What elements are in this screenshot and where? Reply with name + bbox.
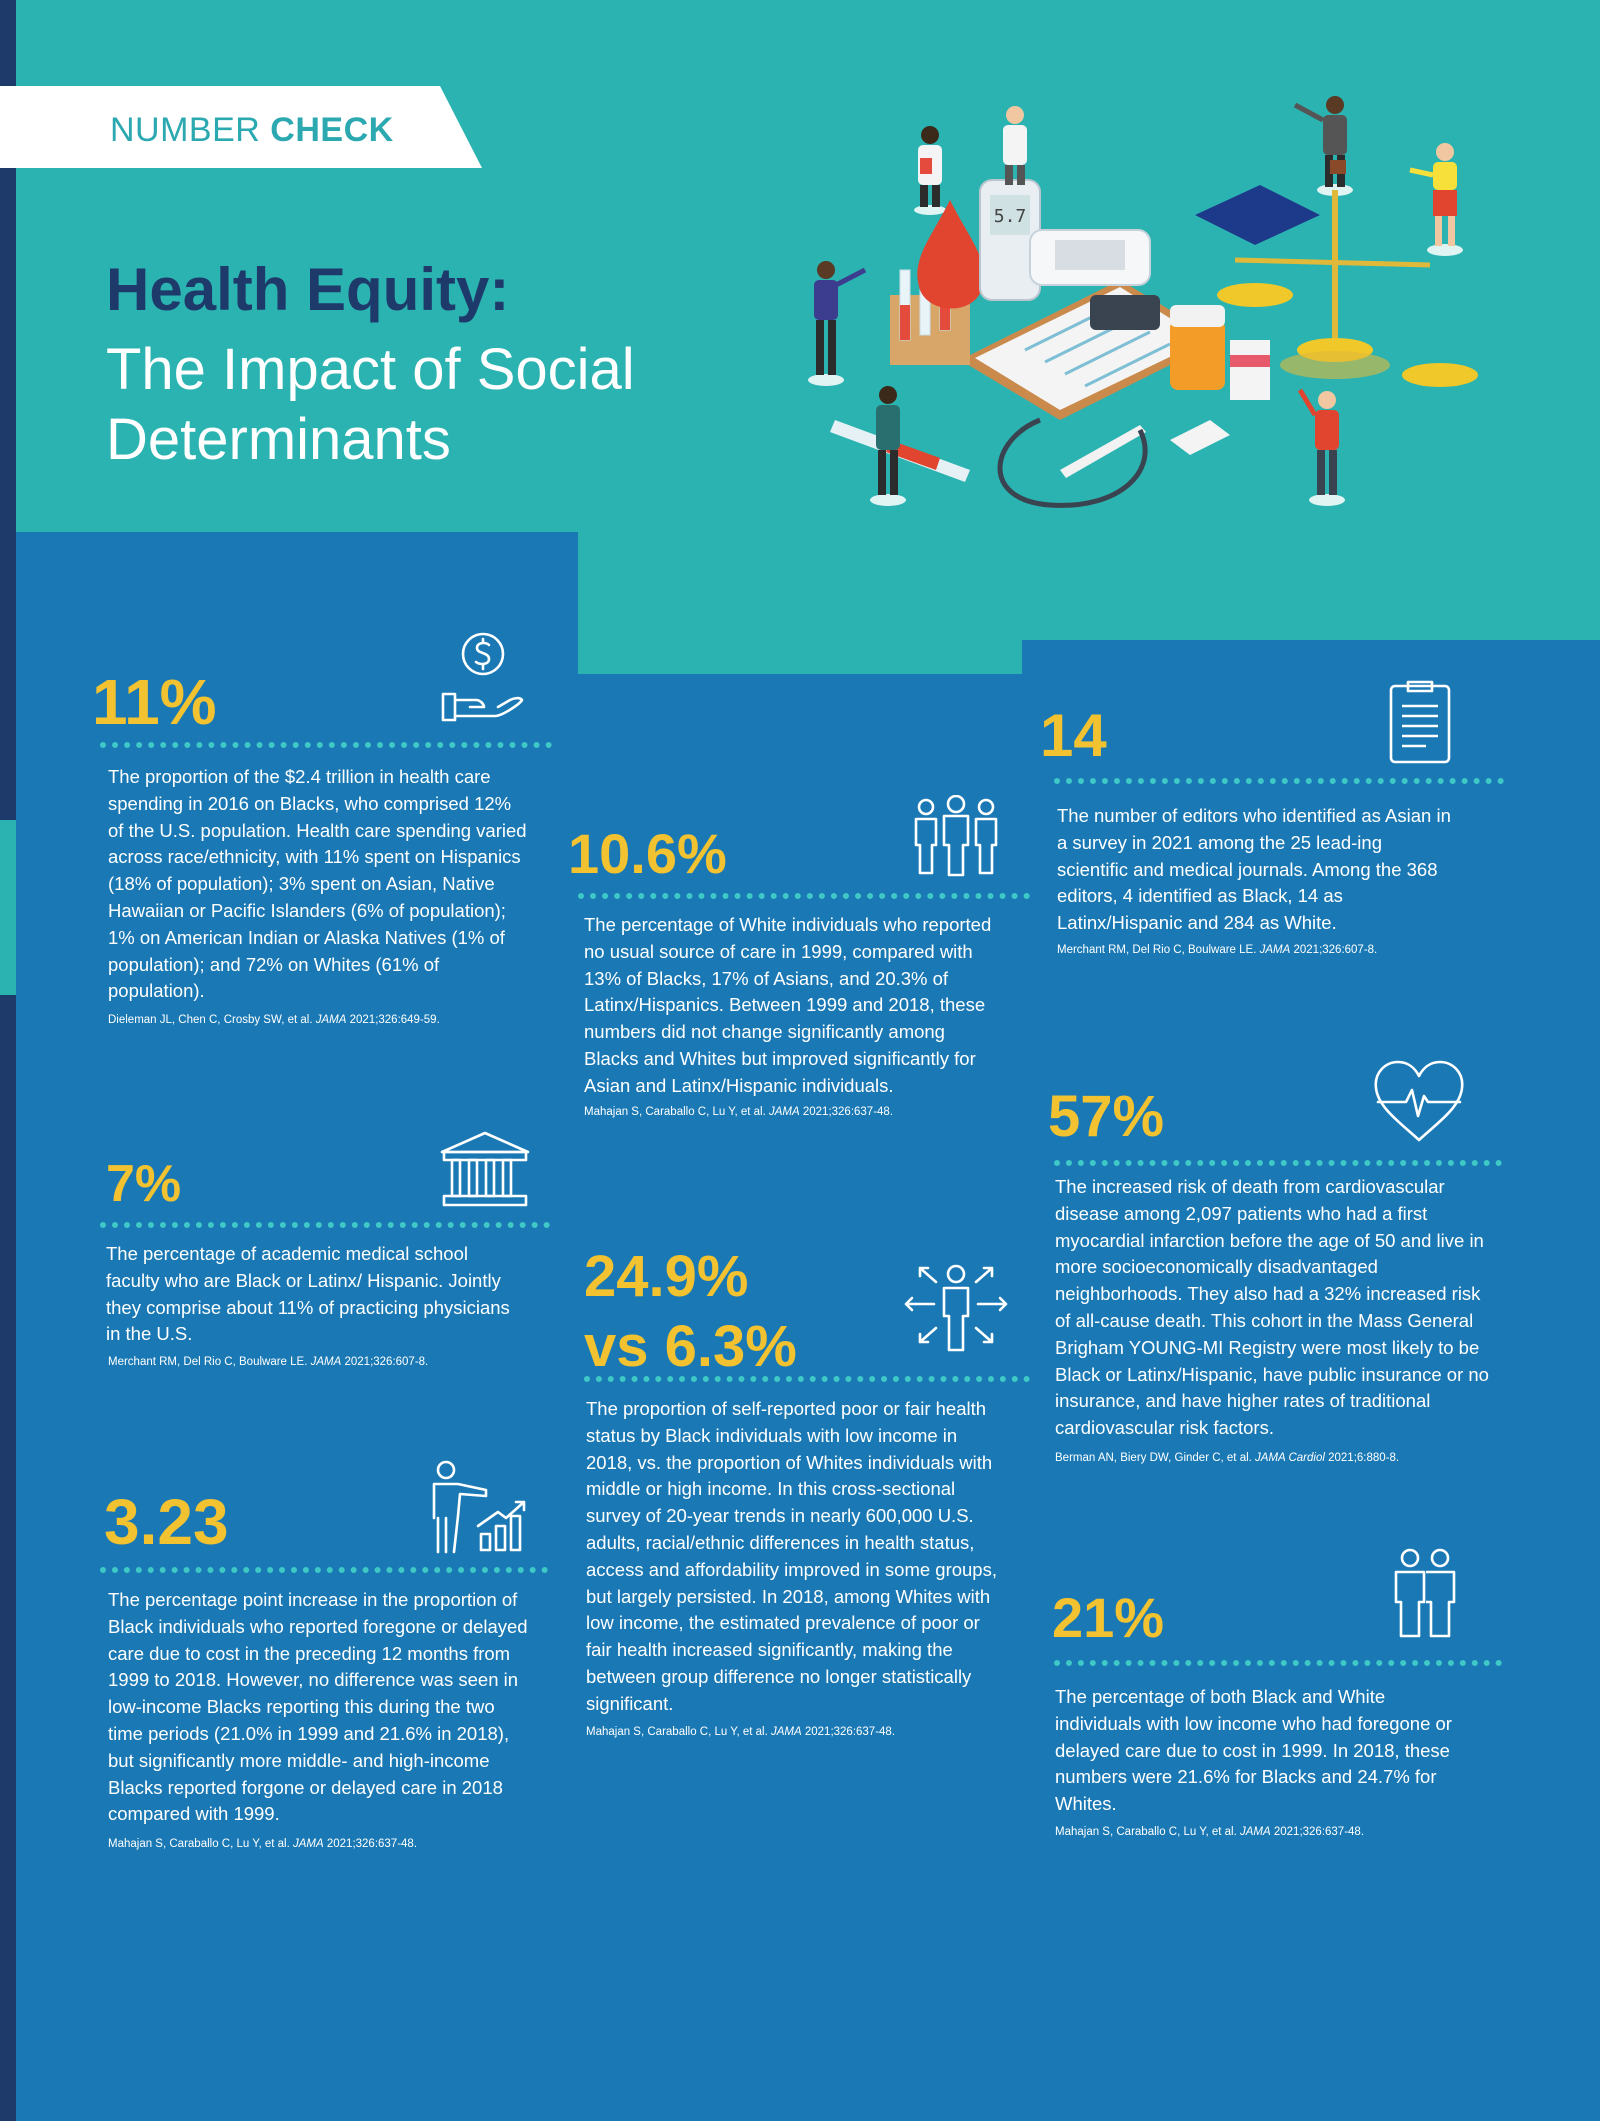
stat-description: The proportion of the $2.4 trillion in h… (108, 766, 527, 1002)
stat-citation: Mahajan S, Caraballo C, Lu Y, et al. JAM… (1055, 1826, 1365, 1838)
stat-value-line1: 24.9% (584, 1244, 749, 1309)
stat-citation: Merchant RM, Del Rio C, Boulware LE. JAM… (108, 1356, 429, 1368)
stat-citation: Merchant RM, Del Rio C, Boulware LE. JAM… (1057, 944, 1378, 956)
left-accent-bar (0, 0, 16, 2121)
institution-icon (438, 1130, 532, 1208)
page-subtitle: The Impact of Social Determinants (106, 337, 635, 472)
stat-value: 57% (1048, 1084, 1165, 1149)
presenter-chart-icon (426, 1460, 530, 1556)
document-icon (1388, 680, 1452, 766)
stat-value: 11% (92, 666, 217, 738)
stat-value: 3.23 (104, 1486, 229, 1558)
person-arrows-icon (902, 1262, 1010, 1354)
stat-description: The percentage of White individuals who … (584, 914, 992, 1096)
stat-value: 7% (106, 1155, 182, 1213)
group-people-icon (912, 795, 1000, 877)
header-background-step (578, 532, 1022, 674)
stat-description: The number of editors who identified as … (1057, 805, 1451, 934)
heart-pulse-icon (1372, 1058, 1466, 1144)
stat-citation: Berman AN, Biery DW, Ginder C, et al. JA… (1055, 1452, 1400, 1464)
section-divider (100, 742, 552, 748)
stat-citation: Dieleman JL, Chen C, Crosby SW, et al. J… (108, 1014, 440, 1026)
stat-citation: Mahajan S, Caraballo C, Lu Y, et al. JAM… (584, 1106, 894, 1118)
section-divider (1054, 1660, 1502, 1666)
section-divider (584, 1376, 1030, 1382)
stat-value: 21% (1052, 1586, 1165, 1649)
stat-description: The percentage of both Black and White i… (1055, 1686, 1452, 1815)
section-divider (100, 1222, 550, 1228)
stat-description: The percentage point increase in the pro… (108, 1589, 528, 1825)
page-title: Health Equity: (106, 256, 510, 323)
money-hand-icon (440, 628, 526, 724)
two-people-icon (1390, 1546, 1460, 1640)
section-divider (578, 893, 1030, 899)
glucometer-reading: 5.7 (994, 206, 1027, 227)
banner-label: NUMBER CHECK (110, 111, 394, 149)
section-divider (100, 1567, 548, 1573)
stat-description: The percentage of academic medical schoo… (106, 1243, 510, 1345)
left-accent-bar-teal (0, 820, 16, 995)
stat-value: 14 (1040, 702, 1107, 769)
section-divider (1054, 1160, 1502, 1166)
section-divider (1054, 778, 1504, 784)
stat-description: The proportion of self-reported poor or … (586, 1398, 997, 1714)
stat-value-line2: vs 6.3% (584, 1314, 797, 1379)
stat-description: The increased risk of death from cardiov… (1055, 1176, 1489, 1439)
stat-value: 10.6% (568, 822, 727, 885)
healthcare-equity-illustration: 5.7 (790, 90, 1510, 530)
header-background-step-right (1022, 532, 1600, 640)
stat-citation: Mahajan S, Caraballo C, Lu Y, et al. JAM… (108, 1838, 418, 1850)
number-check-banner (0, 86, 482, 168)
stat-citation: Mahajan S, Caraballo C, Lu Y, et al. JAM… (586, 1726, 896, 1738)
